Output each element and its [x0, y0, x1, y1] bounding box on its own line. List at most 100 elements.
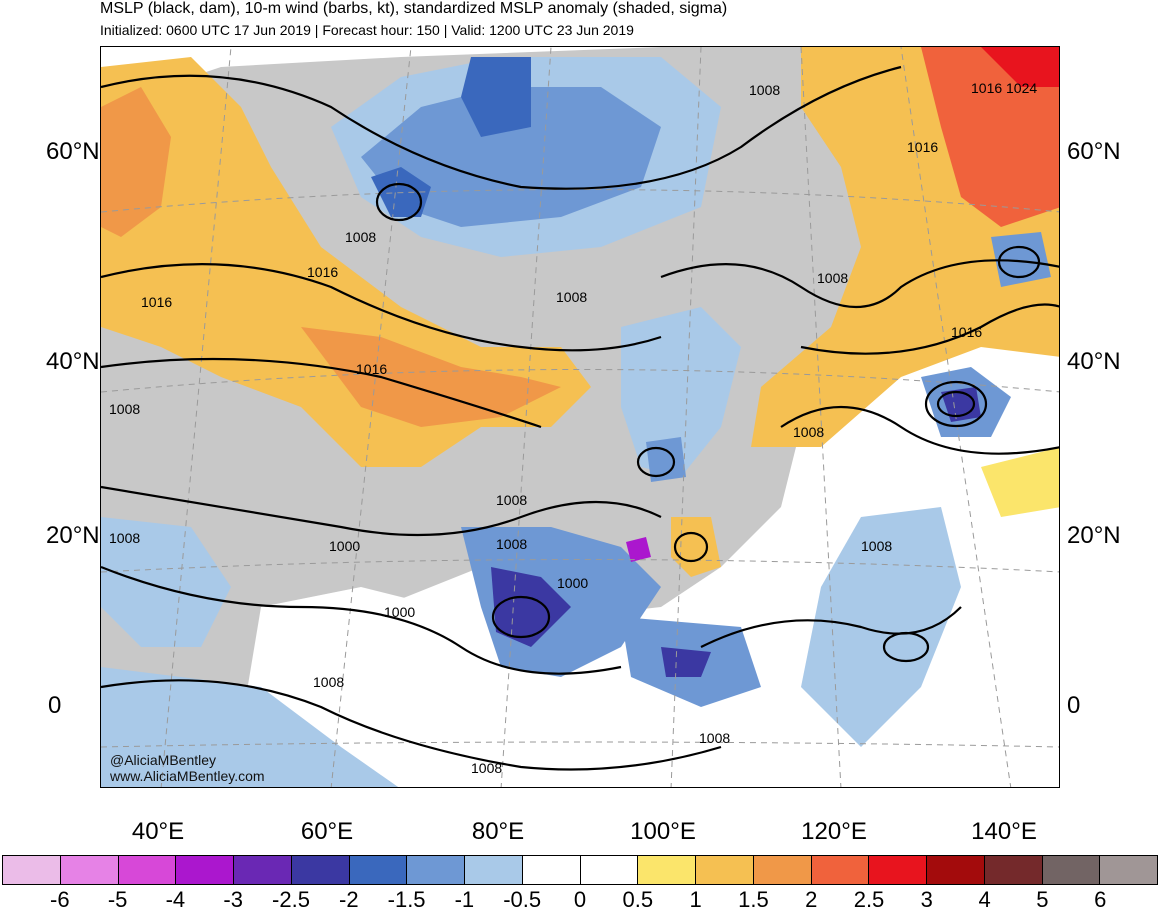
isobar-label: 1008 [313, 674, 344, 690]
colorbar-swatch [984, 856, 1043, 884]
colorbar-swatch [349, 856, 408, 884]
anomaly-positive-europe-core [101, 87, 171, 237]
colorbar-swatch [291, 856, 350, 884]
map-panel: 1008 1016 1024 1016 1008 1016 1016 1016 … [100, 46, 1060, 788]
lon-label: 120°E [801, 818, 867, 845]
credit-website: www.AliciaMBentley.com [110, 768, 265, 784]
colorbar-tick-label: 0 [573, 887, 587, 912]
lon-label: 60°E [300, 818, 354, 845]
colorbar-swatch [638, 856, 696, 884]
colorbar-tick-label: -0.5 [503, 887, 542, 912]
isobar-label: 1016 [951, 324, 982, 340]
isobar-label: 1008 [556, 289, 587, 305]
colorbar-tick-label: 2.5 [853, 887, 885, 912]
colorbar-swatch [580, 856, 639, 884]
colorbar-swatch [60, 856, 119, 884]
isobar-label: 1008 [109, 530, 140, 546]
anomaly-negative-purple [626, 537, 651, 562]
chart-title: MSLP (black, dam), 10-m wind (barbs, kt)… [100, 0, 728, 17]
colorbar-tick-label: -2 [339, 887, 359, 912]
lat-label-left: 40°N [46, 348, 100, 375]
colorbar-tick-label: 1.5 [738, 887, 769, 912]
lat-label-right: 60°N [1067, 138, 1121, 165]
colorbar-tick-label: -5 [107, 887, 128, 912]
lat-label-left: 0 [48, 692, 62, 719]
lat-label-right: 0 [1067, 692, 1081, 719]
anomaly-negative-india-core [491, 567, 571, 647]
anomaly-negative-west [101, 517, 231, 647]
contour-labels: 1008 1016 1024 1016 1008 1016 1016 1016 … [109, 80, 1037, 776]
lon-label: 140°E [971, 818, 1037, 845]
colorbar-tick-label: -6 [50, 887, 70, 912]
isobar-label: 1008 [749, 82, 780, 98]
isobar-label: 1008 [699, 730, 730, 746]
colorbar-tick-label: -3 [223, 887, 243, 912]
colorbar-swatch [465, 856, 523, 884]
colorbar-tick-label: -2.5 [272, 887, 310, 912]
colorbar-swatch [118, 856, 177, 884]
isobar-label: 1016 [307, 264, 338, 280]
colorbar-swatch [1042, 856, 1101, 884]
lon-label: 40°E [131, 818, 185, 845]
colorbar-swatch [869, 856, 927, 884]
isobar-label: 1008 [793, 424, 824, 440]
graticule [101, 47, 1059, 787]
isobar-label: 1016 [356, 361, 387, 377]
anomaly-negative-south [101, 667, 399, 787]
anomaly-negative-japan-core [941, 387, 981, 422]
colorbar-swatch [927, 856, 985, 884]
isobar-label: 1000 [557, 575, 588, 591]
colorbar-tick-label: 1 [689, 887, 702, 912]
credit-handle: @AliciaMBentley [110, 752, 217, 768]
colorbar-tick-label: 6 [1094, 887, 1107, 912]
lat-label-left: 60°N [46, 138, 100, 165]
isobar-label: 1008 [471, 760, 502, 776]
colorbar-swatch [811, 856, 870, 884]
isobar-label: 1008 [817, 270, 848, 286]
colorbar-tick-label: 5 [1036, 887, 1049, 912]
isobar-label: 1008 [345, 229, 376, 245]
colorbar-tick-label: 4 [978, 887, 991, 912]
colorbar-swatch [176, 856, 234, 884]
anomaly-positive-pacific [981, 447, 1059, 517]
isobar-label: 1000 [384, 604, 415, 620]
anomaly-positive-china [671, 517, 721, 577]
anomaly-positive-central-asia [301, 327, 561, 427]
isobar-label: 1016 [141, 294, 172, 310]
colorbar-tick-label: 2 [805, 887, 818, 912]
chart-subtitle: Initialized: 0600 UTC 17 Jun 2019 | Fore… [100, 22, 634, 38]
isobar-label: 1016 [971, 80, 1002, 96]
anomaly-positive-nepac-max [981, 47, 1059, 87]
colorbar-swatch [234, 856, 292, 884]
isobar-label: 1024 [1006, 80, 1037, 96]
isobar-label: 1016 [907, 139, 938, 155]
colorbar-tick-label: -1.5 [387, 887, 426, 912]
isobar-label: 1008 [861, 538, 892, 554]
colorbar-tick-label: -4 [165, 887, 186, 912]
anomaly-positive-nepac-core [921, 47, 1059, 227]
isobar-label: 1008 [496, 492, 527, 508]
isobar-label: 1008 [109, 401, 140, 417]
anomaly-positive-europe [101, 57, 591, 467]
lat-label-left: 20°N [46, 522, 100, 549]
colorbar-swatch [1100, 856, 1157, 884]
anomaly-negative-bay-core [661, 647, 711, 677]
colorbar-swatch [696, 856, 754, 884]
colorbar-tick-label: -1 [454, 887, 475, 912]
colorbar-swatch [522, 856, 581, 884]
anomaly-negative-siberia-max2 [461, 57, 531, 137]
anomaly-negative-siberia-max [371, 167, 431, 217]
colorbar-swatch [3, 856, 61, 884]
lat-label-right: 40°N [1067, 348, 1121, 375]
lon-label: 80°E [471, 818, 525, 845]
lon-label: 100°E [630, 818, 696, 845]
isobar-label: 1000 [329, 538, 360, 554]
colorbar-tick-label: 0.5 [622, 887, 654, 912]
isobars [101, 65, 1059, 771]
anomaly-negative-china [621, 307, 741, 477]
colorbar-swatch [753, 856, 812, 884]
map-svg: 1008 1016 1024 1016 1008 1016 1016 1016 … [101, 47, 1059, 787]
anomaly-colorbar [2, 855, 1158, 885]
isobar-label: 1008 [496, 536, 527, 552]
colorbar-swatch [407, 856, 465, 884]
